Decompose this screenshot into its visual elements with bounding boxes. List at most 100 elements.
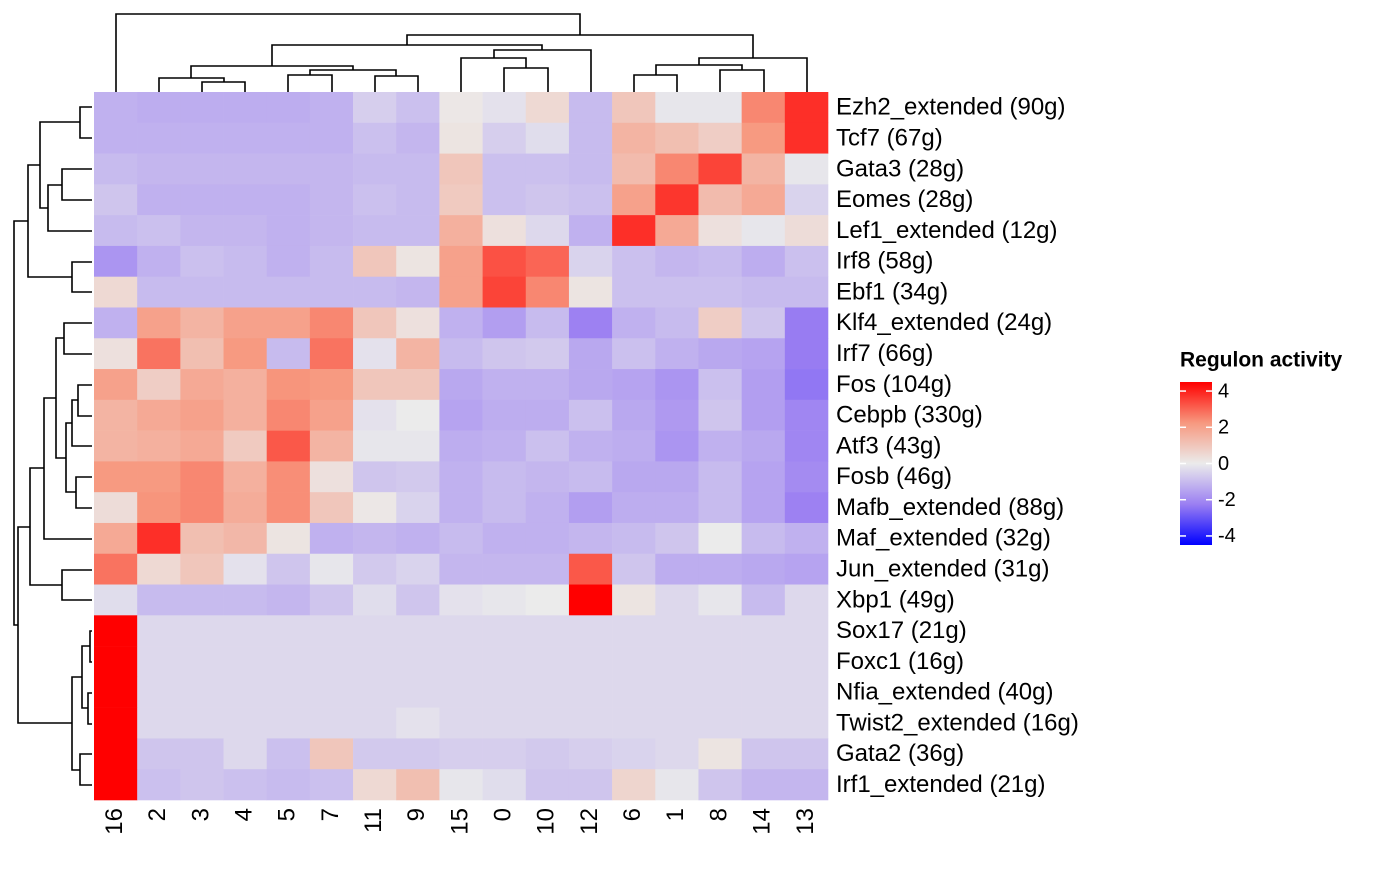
- column-label: 12: [576, 808, 603, 835]
- heatmap-cell: [612, 153, 656, 185]
- heatmap-cell: [568, 522, 613, 555]
- heatmap-cell: [180, 553, 224, 585]
- heatmap-cell: [180, 184, 224, 216]
- heatmap-cell: [741, 245, 786, 277]
- heatmap-cell: [94, 153, 138, 185]
- heatmap-cell: [353, 553, 397, 585]
- heatmap-cell: [482, 307, 527, 339]
- heatmap-cell: [698, 276, 742, 308]
- heatmap-cell: [568, 276, 613, 308]
- heatmap-cell: [266, 215, 311, 247]
- heatmap-cell: [525, 738, 570, 770]
- heatmap-cell: [137, 769, 181, 801]
- heatmap-cell: [266, 276, 311, 308]
- heatmap-cell: [309, 307, 354, 339]
- heatmap-cell: [784, 153, 829, 185]
- heatmap-cell: [223, 307, 268, 339]
- heatmap-cell: [482, 615, 527, 647]
- heatmap-cell: [568, 122, 613, 154]
- heatmap-cell: [353, 122, 397, 154]
- heatmap-cell: [525, 615, 570, 647]
- heatmap-cell: [137, 338, 181, 370]
- row-label: Maf_extended (32g): [836, 525, 1051, 552]
- heatmap-cell: [482, 122, 527, 154]
- heatmap-cell: [309, 707, 354, 739]
- column-label: 9: [403, 808, 430, 821]
- heatmap-cell: [439, 522, 483, 555]
- heatmap-cell: [482, 707, 527, 739]
- heatmap-cell: [525, 492, 570, 524]
- heatmap-cell: [612, 307, 656, 339]
- heatmap-cell: [482, 276, 527, 308]
- heatmap-cell: [223, 369, 268, 401]
- heatmap-cell: [439, 369, 483, 401]
- heatmap-cell: [309, 492, 354, 524]
- heatmap-cell: [137, 369, 181, 401]
- heatmap-cell: [741, 461, 786, 493]
- heatmap-cell: [266, 553, 311, 585]
- heatmap-cell: [482, 492, 527, 524]
- column-label: 10: [533, 808, 560, 835]
- heatmap-cell: [784, 92, 829, 124]
- row-label: Irf8 (58g): [836, 248, 933, 275]
- heatmap-cell: [784, 215, 829, 247]
- row-label: Atf3 (43g): [836, 432, 941, 459]
- heatmap-cell: [698, 492, 742, 524]
- heatmap-cell: [784, 522, 829, 555]
- heatmap-cell: [94, 769, 138, 801]
- heatmap-cell: [396, 522, 440, 555]
- heatmap-cell: [741, 707, 786, 739]
- heatmap-cell: [180, 615, 224, 647]
- heatmap-cell: [94, 245, 138, 277]
- heatmap-cell: [137, 461, 181, 493]
- heatmap-cell: [568, 338, 613, 370]
- column-label: 15: [446, 808, 473, 835]
- heatmap-cell: [741, 492, 786, 524]
- heatmap-cell: [223, 707, 268, 739]
- heatmap-cell: [525, 122, 570, 154]
- heatmap-cell: [482, 399, 527, 431]
- heatmap-cell: [525, 584, 570, 616]
- heatmap-cell: [568, 738, 613, 770]
- heatmap-cell: [180, 307, 224, 339]
- heatmap-cell: [568, 184, 613, 216]
- row-label: Tcf7 (67g): [836, 125, 943, 152]
- heatmap-cell: [396, 584, 440, 616]
- row-label: Lef1_extended (12g): [836, 217, 1058, 244]
- heatmap-cell: [655, 430, 699, 462]
- heatmap-cell: [137, 615, 181, 647]
- heatmap-cell: [439, 553, 483, 585]
- heatmap-cell: [396, 769, 440, 801]
- heatmap-cell: [309, 769, 354, 801]
- heatmap-cell: [612, 369, 656, 401]
- heatmap-cell: [568, 461, 613, 493]
- heatmap-cell: [482, 769, 527, 801]
- heatmap-cell: [439, 122, 483, 154]
- heatmap-cell: [741, 215, 786, 247]
- heatmap-cell: [784, 769, 829, 801]
- heatmap-cell: [655, 276, 699, 308]
- heatmap-cell: [612, 122, 656, 154]
- column-label: 0: [490, 808, 517, 821]
- heatmap-cell: [266, 646, 311, 678]
- heatmap-cell: [94, 707, 138, 739]
- heatmap-cell: [309, 122, 354, 154]
- heatmap-cell: [137, 307, 181, 339]
- colorbar-tick-label: -4: [1218, 525, 1236, 547]
- heatmap-cell: [309, 615, 354, 647]
- heatmap-cell: [698, 122, 742, 154]
- column-label: 4: [230, 808, 257, 821]
- heatmap-cell: [180, 92, 224, 124]
- heatmap-cell: [482, 184, 527, 216]
- heatmap-cell: [655, 553, 699, 585]
- heatmap-cell: [741, 399, 786, 431]
- heatmap-cell: [266, 92, 311, 124]
- heatmap-cell: [137, 430, 181, 462]
- heatmap-cell: [223, 245, 268, 277]
- heatmap-cell: [396, 553, 440, 585]
- heatmap-cell: [698, 553, 742, 585]
- heatmap-cell: [223, 153, 268, 185]
- heatmap-cell: [784, 707, 829, 739]
- heatmap-cell: [137, 553, 181, 585]
- heatmap-cell: [439, 492, 483, 524]
